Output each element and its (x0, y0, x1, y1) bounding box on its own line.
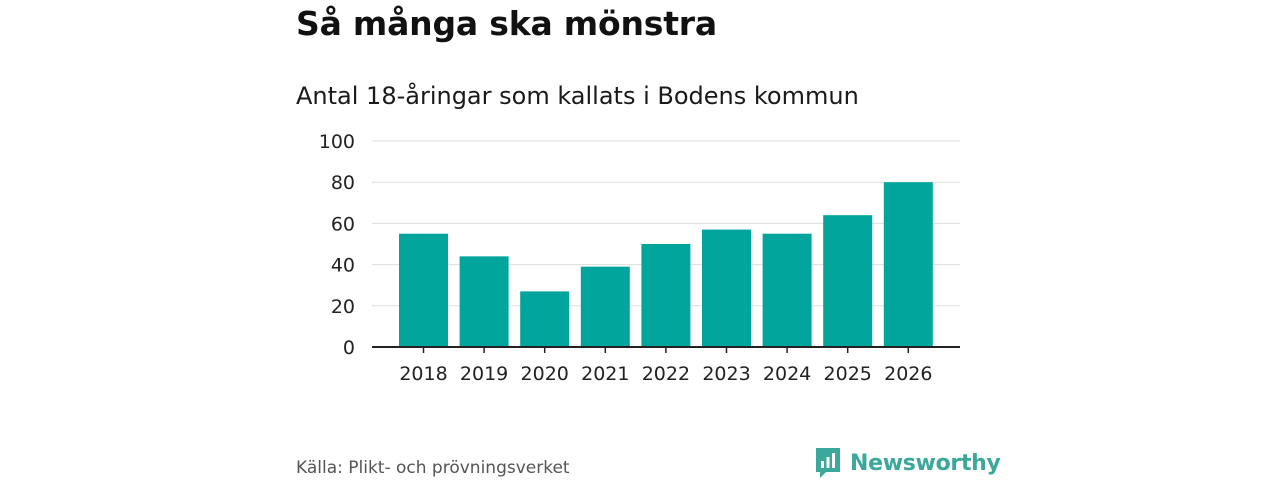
bar-2020 (520, 291, 570, 347)
x-tick-label: 2022 (642, 363, 690, 385)
newsworthy-icon (816, 448, 840, 478)
brand-name: Newsworthy (850, 450, 1001, 476)
source-note: Källa: Plikt- och prövningsverket (296, 458, 570, 478)
y-tick-label: 20 (331, 296, 355, 318)
bar-2019 (459, 256, 509, 347)
x-tick-label: 2023 (702, 363, 750, 385)
x-tick-label: 2025 (824, 363, 872, 385)
y-tick-label: 100 (319, 131, 355, 153)
brand-logo[interactable]: Newsworthy (814, 446, 1001, 480)
bar-2021 (580, 266, 630, 347)
x-tick-label: 2020 (521, 363, 569, 385)
chart-subtitle: Antal 18-åringar som kallats i Bodens ko… (296, 82, 859, 110)
x-tick-label: 2026 (884, 363, 932, 385)
bar-2025 (823, 215, 873, 347)
y-tick-label: 40 (331, 255, 355, 277)
bar-2026 (883, 182, 933, 347)
y-tick-label: 0 (343, 337, 355, 359)
x-tick-label: 2018 (399, 363, 447, 385)
x-tick-label: 2024 (763, 363, 811, 385)
bar-2018 (399, 233, 448, 347)
bar-2022 (641, 244, 691, 347)
y-tick-label: 60 (331, 213, 355, 235)
x-tick-label: 2021 (581, 363, 629, 385)
bar-2024 (762, 233, 812, 347)
bar-2023 (702, 229, 751, 347)
y-tick-label: 80 (331, 172, 355, 194)
x-tick-label: 2019 (460, 363, 508, 385)
chart-title: Så många ska mönstra (296, 4, 717, 43)
